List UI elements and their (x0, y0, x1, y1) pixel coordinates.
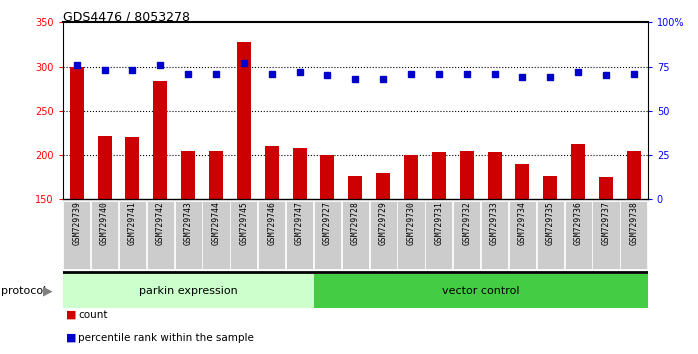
Bar (425, 201, 452, 269)
Text: GSM729727: GSM729727 (323, 201, 332, 245)
Bar (488, 152, 501, 199)
Bar (154, 81, 168, 199)
Text: GSM729744: GSM729744 (211, 201, 221, 245)
Bar (543, 176, 557, 199)
Text: GSM729747: GSM729747 (295, 201, 304, 245)
Bar (453, 201, 480, 269)
Bar (515, 164, 529, 199)
Bar (348, 176, 362, 199)
Text: GSM729733: GSM729733 (490, 201, 499, 245)
Text: GSM729736: GSM729736 (574, 201, 583, 245)
Text: GSM729737: GSM729737 (602, 201, 611, 245)
Bar (91, 201, 118, 269)
Bar (537, 201, 564, 269)
Bar (230, 201, 258, 269)
Text: count: count (78, 310, 107, 320)
Bar (63, 274, 313, 308)
Text: GSM729729: GSM729729 (378, 201, 387, 245)
Bar (286, 201, 313, 269)
Text: ■: ■ (66, 310, 76, 320)
Bar (320, 155, 334, 199)
Bar (202, 201, 230, 269)
Bar (627, 151, 641, 199)
Bar (621, 201, 648, 269)
Bar (292, 148, 306, 199)
Text: percentile rank within the sample: percentile rank within the sample (78, 333, 254, 343)
Bar (481, 201, 508, 269)
Bar (98, 136, 112, 199)
Text: GSM729728: GSM729728 (351, 201, 359, 245)
Text: GSM729742: GSM729742 (156, 201, 165, 245)
Text: GSM729739: GSM729739 (73, 201, 81, 245)
Bar (599, 177, 613, 199)
Text: GSM729734: GSM729734 (518, 201, 527, 245)
Bar (209, 151, 223, 199)
Text: vector control: vector control (442, 286, 519, 296)
Bar (404, 155, 418, 199)
Bar (237, 42, 251, 199)
Bar (432, 152, 446, 199)
Bar (63, 201, 90, 269)
Bar (571, 143, 585, 199)
Text: GSM729732: GSM729732 (462, 201, 471, 245)
Bar (258, 201, 285, 269)
Text: ▶: ▶ (43, 285, 53, 298)
Text: GSM729738: GSM729738 (630, 201, 638, 245)
Bar (181, 151, 195, 199)
Text: GSM729741: GSM729741 (128, 201, 137, 245)
Bar (147, 201, 174, 269)
Bar (174, 201, 202, 269)
Bar (265, 146, 279, 199)
Bar (369, 201, 396, 269)
Text: GSM729731: GSM729731 (434, 201, 443, 245)
Bar (593, 201, 620, 269)
Text: GSM729743: GSM729743 (184, 201, 193, 245)
Text: GSM729745: GSM729745 (239, 201, 248, 245)
Bar (376, 173, 390, 199)
Bar (126, 137, 140, 199)
Bar (119, 201, 146, 269)
Bar (314, 201, 341, 269)
Text: ■: ■ (66, 333, 76, 343)
Text: GDS4476 / 8053278: GDS4476 / 8053278 (63, 11, 190, 24)
Bar (460, 151, 474, 199)
Bar (509, 201, 536, 269)
Text: GSM729740: GSM729740 (100, 201, 109, 245)
Bar (70, 67, 84, 199)
Text: GSM729746: GSM729746 (267, 201, 276, 245)
Bar (342, 201, 369, 269)
Bar (565, 201, 592, 269)
Bar (313, 274, 648, 308)
Text: GSM729730: GSM729730 (406, 201, 415, 245)
Text: parkin expression: parkin expression (139, 286, 237, 296)
Text: protocol: protocol (1, 286, 47, 296)
Text: GSM729735: GSM729735 (546, 201, 555, 245)
Bar (397, 201, 424, 269)
